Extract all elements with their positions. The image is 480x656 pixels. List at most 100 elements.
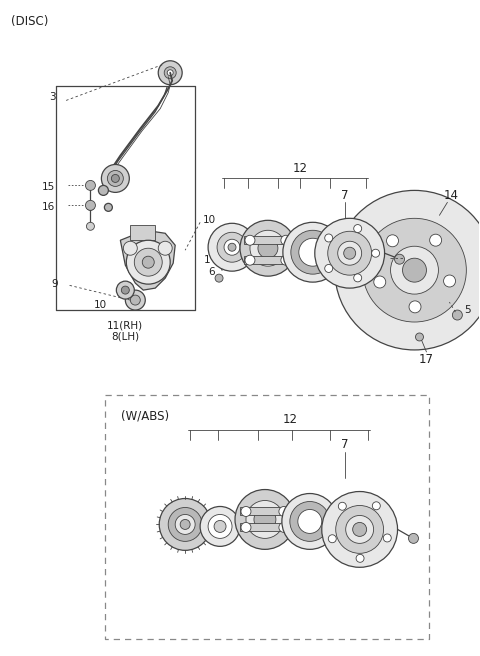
Circle shape (322, 491, 397, 567)
Circle shape (283, 222, 343, 282)
Circle shape (215, 274, 223, 282)
Text: 10: 10 (94, 300, 107, 310)
Circle shape (125, 290, 145, 310)
Circle shape (159, 499, 211, 550)
Circle shape (168, 508, 202, 541)
Circle shape (281, 236, 291, 245)
Circle shape (164, 67, 176, 79)
Ellipse shape (403, 258, 426, 282)
Text: 11(RH): 11(RH) (107, 320, 144, 330)
Polygon shape (244, 256, 292, 264)
Circle shape (374, 276, 386, 288)
Circle shape (246, 501, 284, 539)
Circle shape (315, 218, 384, 288)
Circle shape (282, 493, 338, 549)
Ellipse shape (335, 190, 480, 350)
Text: 14: 14 (444, 189, 459, 202)
Circle shape (416, 333, 423, 341)
Circle shape (372, 249, 380, 257)
Text: 17: 17 (419, 354, 434, 367)
Polygon shape (244, 236, 292, 244)
Text: 3: 3 (49, 92, 56, 102)
Ellipse shape (391, 246, 438, 294)
Circle shape (142, 256, 154, 268)
Circle shape (395, 255, 405, 264)
Circle shape (430, 234, 442, 246)
Circle shape (338, 241, 361, 265)
Circle shape (290, 501, 330, 541)
Text: (DISC): (DISC) (11, 15, 48, 28)
Ellipse shape (363, 218, 467, 322)
Text: 12: 12 (292, 162, 307, 175)
Circle shape (245, 236, 255, 245)
Polygon shape (130, 225, 155, 240)
Circle shape (241, 506, 251, 516)
Circle shape (299, 238, 327, 266)
Polygon shape (120, 230, 175, 290)
Text: 16: 16 (42, 202, 56, 213)
Polygon shape (240, 508, 290, 516)
Circle shape (258, 238, 278, 258)
Circle shape (200, 506, 240, 546)
Circle shape (86, 202, 95, 211)
Circle shape (121, 286, 129, 294)
Circle shape (356, 554, 364, 562)
Polygon shape (240, 523, 290, 531)
Circle shape (254, 508, 276, 531)
Circle shape (228, 243, 236, 251)
Text: 7: 7 (341, 438, 348, 451)
Text: 6: 6 (208, 267, 215, 277)
Circle shape (279, 522, 289, 533)
Text: 5: 5 (464, 305, 471, 315)
Circle shape (134, 248, 162, 276)
Circle shape (180, 520, 190, 529)
Circle shape (123, 241, 137, 255)
Circle shape (175, 514, 195, 535)
Circle shape (324, 264, 333, 272)
Circle shape (346, 516, 373, 543)
Circle shape (245, 255, 255, 265)
Text: 10: 10 (203, 215, 216, 225)
Circle shape (444, 275, 456, 287)
Circle shape (384, 534, 391, 542)
Circle shape (85, 200, 96, 211)
Text: 15: 15 (42, 182, 56, 192)
Circle shape (224, 239, 240, 255)
Text: (W/ABS): (W/ABS) (121, 410, 169, 422)
Circle shape (354, 224, 362, 232)
Text: 12: 12 (282, 413, 297, 426)
Circle shape (167, 70, 173, 75)
Circle shape (452, 310, 462, 320)
Circle shape (85, 180, 96, 190)
Circle shape (217, 232, 247, 262)
Circle shape (235, 489, 295, 549)
Circle shape (328, 232, 372, 275)
Circle shape (214, 520, 226, 533)
Circle shape (386, 235, 398, 247)
Circle shape (130, 295, 140, 305)
Circle shape (281, 255, 291, 265)
Text: 1: 1 (204, 255, 210, 265)
Circle shape (353, 522, 367, 537)
Circle shape (240, 220, 296, 276)
Circle shape (409, 301, 421, 313)
Text: 9: 9 (51, 279, 58, 289)
Circle shape (298, 510, 322, 533)
Circle shape (101, 165, 129, 192)
Text: 8(LH): 8(LH) (111, 332, 139, 342)
Circle shape (108, 171, 123, 186)
Circle shape (158, 61, 182, 85)
Circle shape (372, 502, 380, 510)
Circle shape (291, 230, 335, 274)
Circle shape (158, 241, 172, 255)
Circle shape (324, 234, 333, 242)
Circle shape (250, 230, 286, 266)
Circle shape (279, 506, 289, 516)
Circle shape (328, 535, 336, 543)
Circle shape (336, 506, 384, 554)
Circle shape (98, 186, 108, 195)
Circle shape (116, 281, 134, 299)
Text: 7: 7 (341, 189, 348, 202)
Circle shape (208, 514, 232, 539)
Circle shape (344, 247, 356, 259)
